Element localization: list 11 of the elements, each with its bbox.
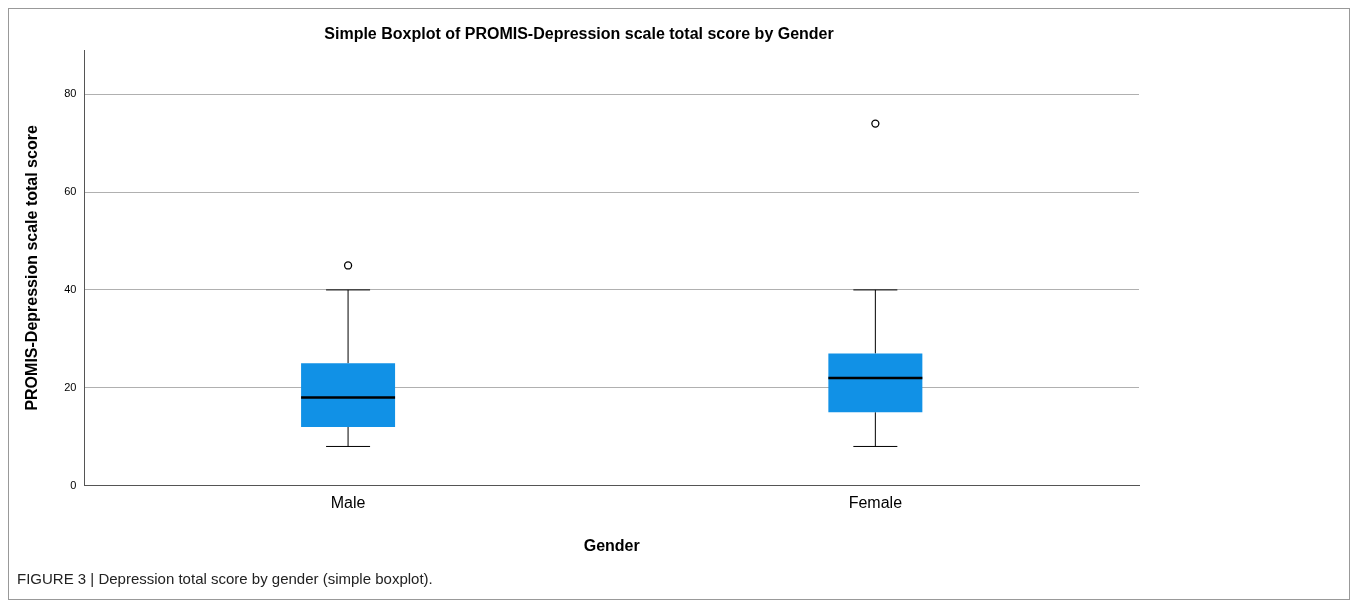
y-axis-title: PROMIS-Depression scale total score: [23, 125, 41, 411]
y-tick-label: 60: [64, 185, 77, 198]
x-axis-title: Gender: [583, 536, 640, 554]
y-tick-label: 0: [70, 478, 77, 491]
caption: FIGURE 3 | Depression total score by gender (simple boxplot).: [16, 569, 434, 589]
y-tick-label: 40: [64, 282, 77, 295]
y-tick-label: 20: [64, 380, 77, 393]
y-tick-label: 80: [64, 87, 77, 100]
x-tick-label: Female: [848, 493, 903, 511]
x-tick-label: Male: [330, 493, 366, 511]
chart-title: Simple Boxplot of PROMIS-Depression scale total score by Gender: [324, 25, 834, 43]
